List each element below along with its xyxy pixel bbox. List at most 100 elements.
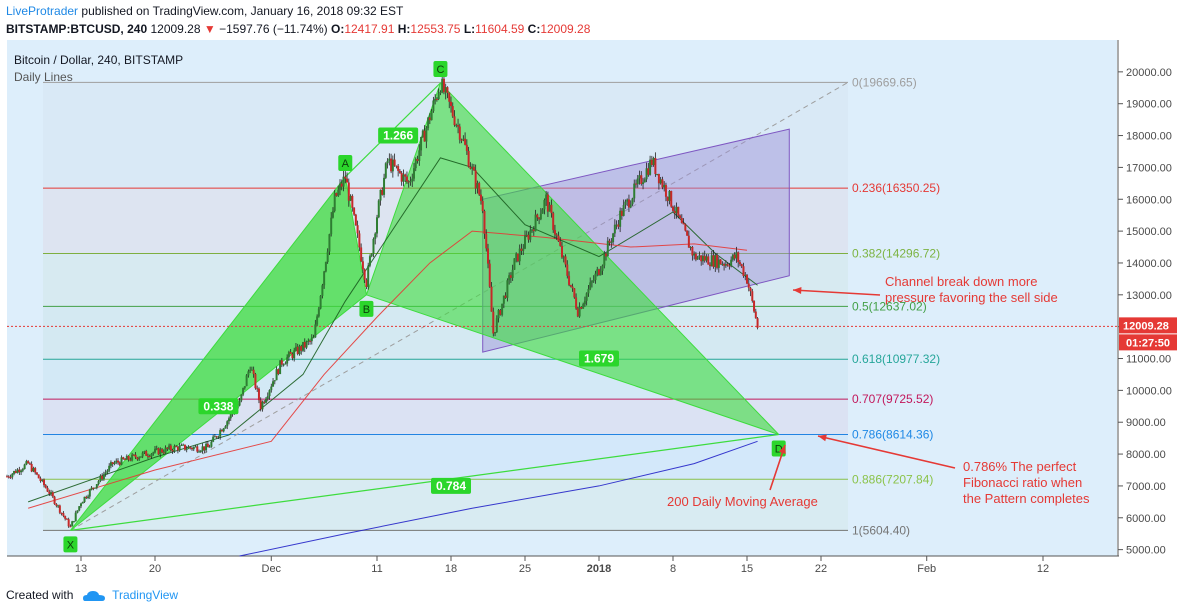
candle-body xyxy=(240,394,243,401)
time-tick-label: 11 xyxy=(371,563,382,575)
candle-body xyxy=(569,284,572,287)
candle-body xyxy=(631,198,634,205)
price-tick-label: 5000.00 xyxy=(1126,545,1166,557)
candle-body xyxy=(511,269,514,278)
candle-body xyxy=(421,130,424,138)
candle-body xyxy=(210,441,213,447)
candle-body xyxy=(289,352,292,354)
moving-average-line xyxy=(239,440,758,557)
last-price-badge xyxy=(1119,317,1177,334)
candle-body xyxy=(504,295,507,298)
candle-body xyxy=(259,400,262,410)
candle-body xyxy=(164,447,167,453)
time-scale[interactable] xyxy=(7,556,1117,576)
price-tick-label: 7000.00 xyxy=(1126,481,1166,493)
price-tick-label: 6000.00 xyxy=(1126,513,1166,525)
candle-body xyxy=(287,352,290,358)
candle-body xyxy=(508,275,511,281)
candle-body xyxy=(376,217,378,234)
candle-body xyxy=(666,196,669,201)
candle-body xyxy=(601,265,604,271)
annotation-text: pressure favoring the sell side xyxy=(885,290,1058,305)
candle-body xyxy=(613,224,616,234)
candle-body xyxy=(243,386,246,388)
candle-body xyxy=(469,166,472,169)
candle-body xyxy=(532,229,535,232)
candle-body xyxy=(252,369,255,375)
candle-body xyxy=(213,436,216,438)
candle-body xyxy=(416,159,419,161)
candle-body xyxy=(707,256,710,265)
candle-body xyxy=(136,457,139,460)
candle-body xyxy=(331,210,334,218)
candle-body xyxy=(326,251,329,263)
time-tick-label: Feb xyxy=(917,563,936,575)
candle-body xyxy=(531,229,534,231)
candle-body xyxy=(652,157,655,165)
harmonic-ratio-badge xyxy=(579,350,619,367)
candle-body xyxy=(247,371,250,376)
candle-body xyxy=(131,454,134,461)
candle-body xyxy=(716,255,719,268)
candle-body xyxy=(568,275,571,285)
candle-body xyxy=(11,473,14,478)
candle-body xyxy=(582,304,585,309)
moving-average-line xyxy=(27,230,748,509)
candle-body xyxy=(536,214,539,218)
candle-body xyxy=(20,470,23,473)
candle-body xyxy=(598,269,600,275)
time-tick-label: 20 xyxy=(149,563,161,575)
harmonic-point-b: B xyxy=(363,304,370,316)
time-tick-label: 13 xyxy=(75,563,87,575)
candle-body xyxy=(228,418,230,422)
candle-body xyxy=(476,183,479,189)
candle-body xyxy=(490,286,493,312)
price-scale[interactable] xyxy=(1119,40,1184,556)
candle-body xyxy=(261,401,264,410)
candle-body xyxy=(351,195,354,208)
harmonic-point-x: X xyxy=(67,539,75,551)
candle-body xyxy=(305,341,308,348)
candle-body xyxy=(169,445,172,451)
low-label: L: xyxy=(463,22,476,36)
price-tick-label: 16000.00 xyxy=(1126,194,1172,206)
fib-level-label: 0.5(12637.02) xyxy=(852,299,927,313)
candle-body xyxy=(277,369,280,375)
candle-body xyxy=(735,252,738,259)
annotation-text: Fibonacci ratio when xyxy=(963,475,1082,490)
candle-body xyxy=(159,449,162,455)
candle-body xyxy=(199,450,202,452)
annotation-text: 0.786% The perfect xyxy=(963,459,1077,474)
candle-body xyxy=(270,386,273,391)
candle-body xyxy=(337,189,340,196)
candle-body xyxy=(691,246,694,256)
candle-body xyxy=(740,264,743,267)
candle-body xyxy=(57,505,60,507)
candle-body xyxy=(576,308,579,317)
tradingview-link[interactable]: TradingView xyxy=(112,588,179,602)
candle-body xyxy=(280,360,283,365)
candle-body xyxy=(518,248,521,262)
candle-body xyxy=(742,266,745,277)
candle-body xyxy=(487,248,489,264)
candle-body xyxy=(111,462,114,465)
time-tick-label: 12 xyxy=(1037,563,1049,575)
harmonic-point-a-badge xyxy=(338,154,353,171)
candle-body xyxy=(353,207,356,215)
candle-body xyxy=(428,117,431,121)
channel-break-arrow-head xyxy=(793,286,802,294)
author-link[interactable]: LiveProtrader xyxy=(6,4,79,18)
candle-body xyxy=(534,214,537,232)
candle-body xyxy=(372,238,375,254)
candle-body xyxy=(101,475,104,480)
countdown-badge xyxy=(1119,334,1177,351)
candle-body xyxy=(719,259,722,265)
candle-body xyxy=(471,166,474,169)
candle-body xyxy=(418,150,421,161)
fib-level-label: 0.707(9725.52) xyxy=(852,392,933,406)
time-tick-label: Dec xyxy=(262,563,282,575)
candle-body xyxy=(44,485,47,488)
candle-body xyxy=(615,224,618,226)
candle-body xyxy=(162,452,165,454)
